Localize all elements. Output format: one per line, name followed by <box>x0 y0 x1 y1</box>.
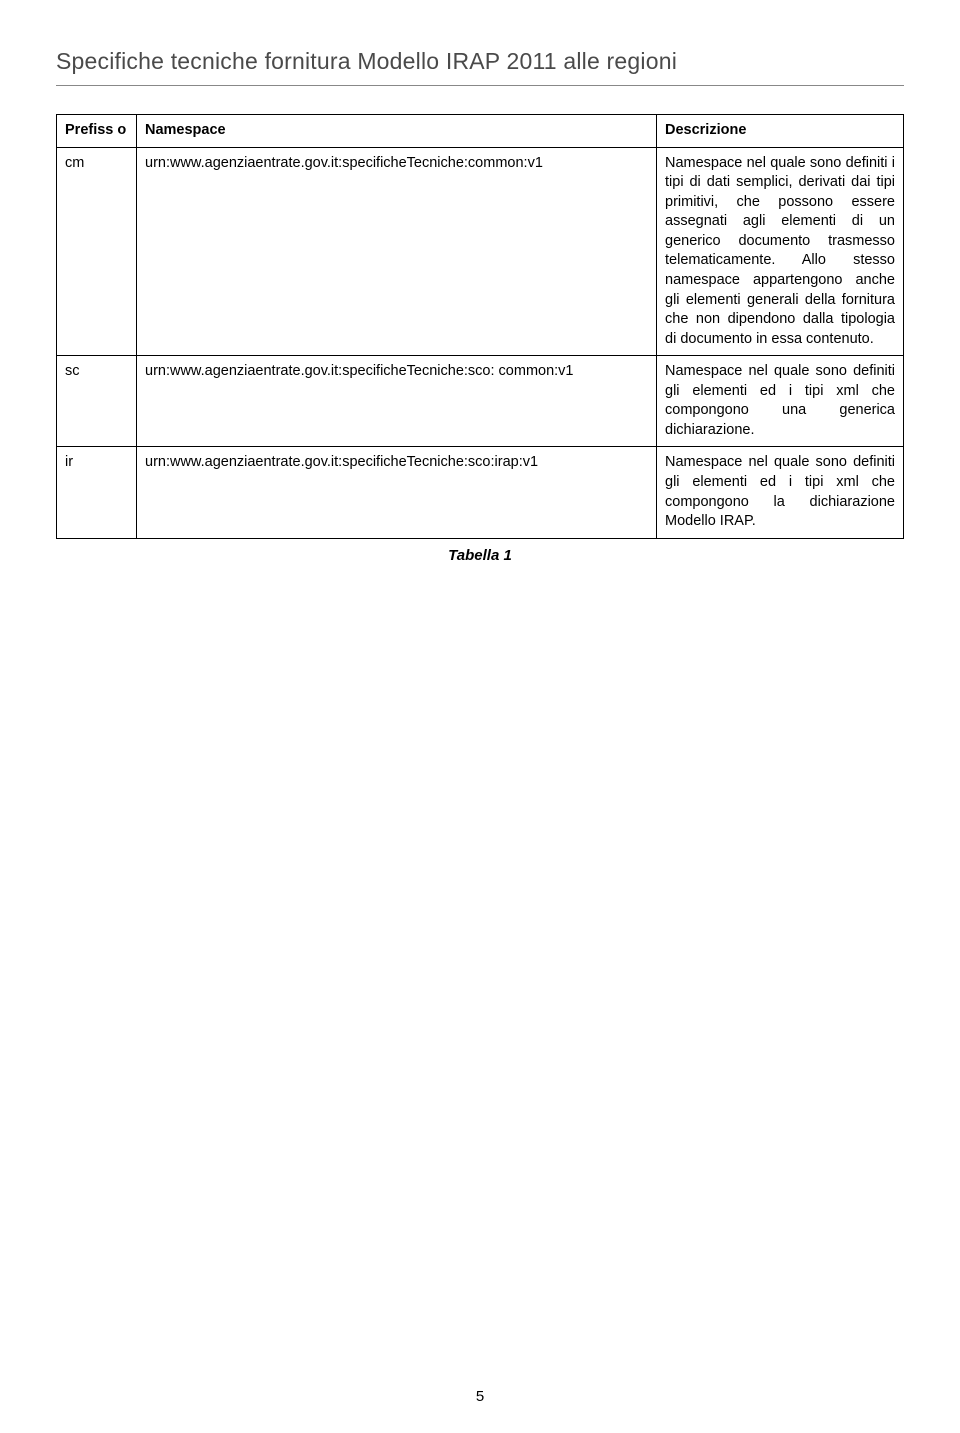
page-number: 5 <box>0 1388 960 1405</box>
page-container: Specifiche tecniche fornitura Modello IR… <box>0 0 960 1433</box>
cell-description: Namespace nel quale sono definiti i tipi… <box>657 147 904 356</box>
document-title: Specifiche tecniche fornitura Modello IR… <box>56 48 904 75</box>
table-header-row: Prefiss o Namespace Descrizione <box>57 115 904 148</box>
table-row: ir urn:www.agenziaentrate.gov.it:specifi… <box>57 447 904 538</box>
cell-prefix: cm <box>57 147 137 356</box>
cell-namespace: urn:www.agenziaentrate.gov.it:specifiche… <box>137 447 657 538</box>
col-header-namespace: Namespace <box>137 115 657 148</box>
cell-description: Namespace nel quale sono definiti gli el… <box>657 447 904 538</box>
cell-description: Namespace nel quale sono definiti gli el… <box>657 356 904 447</box>
cell-namespace: urn:www.agenziaentrate.gov.it:specifiche… <box>137 147 657 356</box>
col-header-prefisso: Prefiss o <box>57 115 137 148</box>
table-row: cm urn:www.agenziaentrate.gov.it:specifi… <box>57 147 904 356</box>
table-row: sc urn:www.agenziaentrate.gov.it:specifi… <box>57 356 904 447</box>
cell-prefix: ir <box>57 447 137 538</box>
col-header-descrizione: Descrizione <box>657 115 904 148</box>
namespace-table: Prefiss o Namespace Descrizione cm urn:w… <box>56 114 904 539</box>
cell-prefix: sc <box>57 356 137 447</box>
table-caption: Tabella 1 <box>56 547 904 564</box>
title-underline <box>56 85 904 86</box>
cell-namespace: urn:www.agenziaentrate.gov.it:specifiche… <box>137 356 657 447</box>
